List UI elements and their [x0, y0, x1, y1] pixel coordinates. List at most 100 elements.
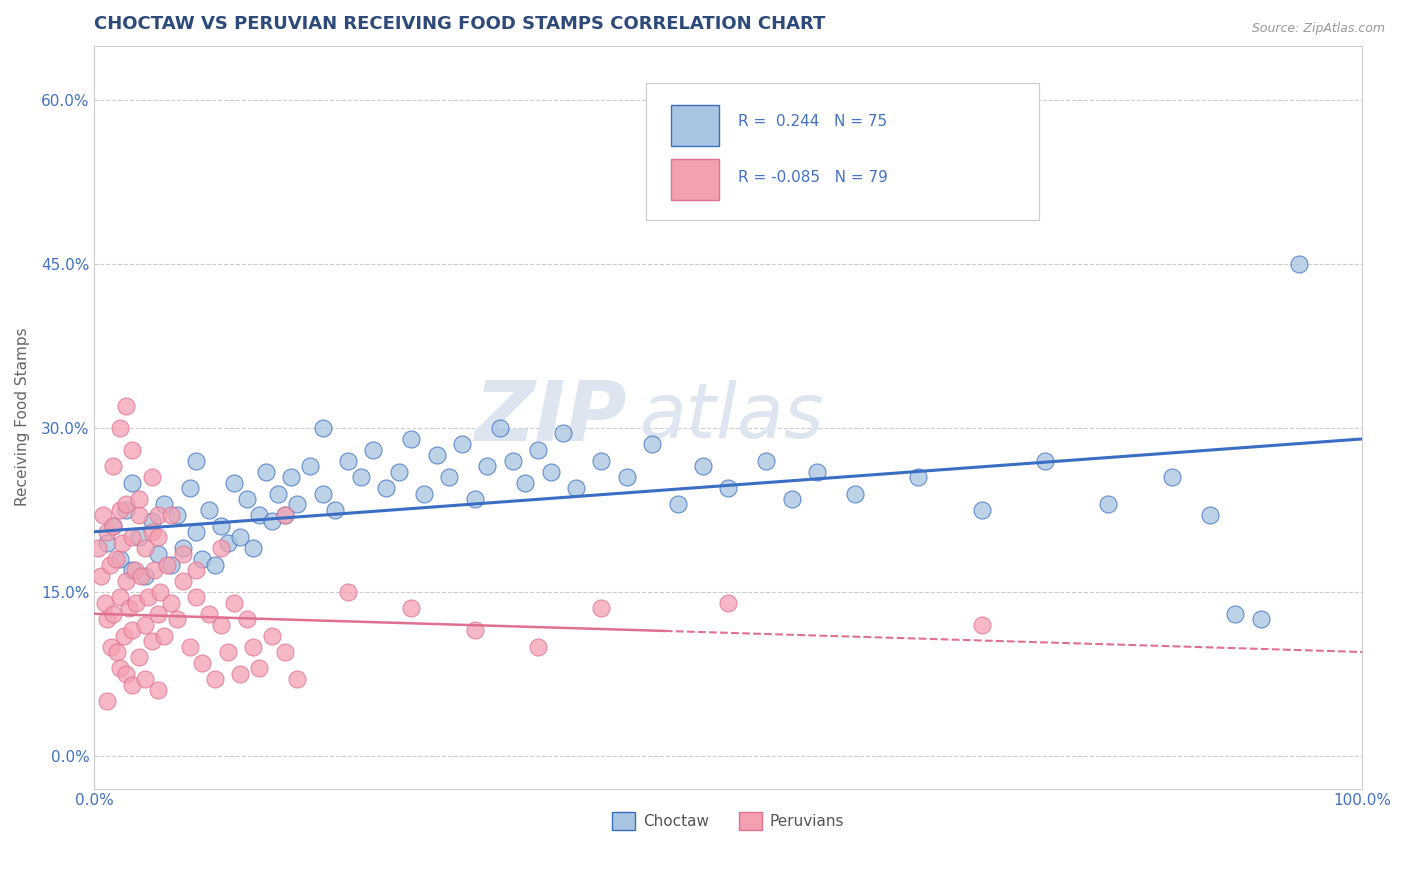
- Point: [222, 596, 245, 610]
- Point: [254, 465, 277, 479]
- Point: [242, 640, 264, 654]
- Point: [247, 661, 270, 675]
- Point: [108, 661, 131, 675]
- Point: [1160, 470, 1182, 484]
- Point: [141, 514, 163, 528]
- Point: [323, 503, 346, 517]
- Point: [100, 640, 122, 654]
- Point: [311, 486, 333, 500]
- Point: [375, 481, 398, 495]
- Point: [413, 486, 436, 500]
- Point: [153, 498, 176, 512]
- Point: [260, 629, 283, 643]
- Point: [311, 421, 333, 435]
- Point: [115, 503, 138, 517]
- Point: [128, 491, 150, 506]
- Point: [717, 481, 740, 495]
- FancyBboxPatch shape: [671, 105, 720, 146]
- Point: [209, 541, 232, 556]
- Point: [96, 524, 118, 539]
- Point: [1250, 612, 1272, 626]
- Point: [388, 465, 411, 479]
- Point: [98, 558, 121, 572]
- Point: [90, 568, 112, 582]
- Point: [149, 585, 172, 599]
- Point: [464, 623, 486, 637]
- Text: CHOCTAW VS PERUVIAN RECEIVING FOOD STAMPS CORRELATION CHART: CHOCTAW VS PERUVIAN RECEIVING FOOD STAMP…: [94, 15, 825, 33]
- Point: [298, 459, 321, 474]
- Point: [666, 498, 689, 512]
- Point: [96, 612, 118, 626]
- Point: [172, 541, 194, 556]
- Point: [141, 524, 163, 539]
- Point: [1288, 257, 1310, 271]
- Point: [235, 491, 257, 506]
- Point: [118, 601, 141, 615]
- Point: [87, 541, 110, 556]
- Point: [128, 650, 150, 665]
- Point: [125, 596, 148, 610]
- Point: [108, 552, 131, 566]
- Point: [350, 470, 373, 484]
- Point: [692, 459, 714, 474]
- Y-axis label: Receiving Food Stamps: Receiving Food Stamps: [15, 327, 30, 507]
- Text: R = -0.085   N = 79: R = -0.085 N = 79: [738, 170, 889, 186]
- Point: [235, 612, 257, 626]
- Text: ZIP: ZIP: [474, 376, 627, 458]
- Point: [146, 508, 169, 523]
- Point: [242, 541, 264, 556]
- Point: [121, 530, 143, 544]
- Point: [273, 508, 295, 523]
- Point: [209, 617, 232, 632]
- Point: [247, 508, 270, 523]
- Point: [93, 596, 115, 610]
- Point: [108, 591, 131, 605]
- Point: [128, 508, 150, 523]
- Point: [616, 470, 638, 484]
- Point: [401, 601, 423, 615]
- Point: [179, 481, 201, 495]
- Point: [115, 399, 138, 413]
- Point: [229, 530, 252, 544]
- Point: [336, 454, 359, 468]
- Point: [191, 656, 214, 670]
- Point: [285, 673, 308, 687]
- Point: [489, 421, 512, 435]
- Point: [970, 503, 993, 517]
- Point: [184, 563, 207, 577]
- Point: [121, 623, 143, 637]
- Point: [222, 475, 245, 490]
- Point: [131, 568, 153, 582]
- Point: [755, 454, 778, 468]
- Point: [184, 524, 207, 539]
- Point: [146, 547, 169, 561]
- Point: [103, 519, 125, 533]
- Point: [197, 607, 219, 621]
- Point: [540, 465, 562, 479]
- Point: [166, 508, 188, 523]
- Point: [136, 591, 159, 605]
- FancyBboxPatch shape: [671, 160, 720, 200]
- Point: [464, 491, 486, 506]
- Point: [134, 568, 156, 582]
- Point: [134, 673, 156, 687]
- Point: [197, 503, 219, 517]
- Point: [1033, 454, 1056, 468]
- Point: [103, 607, 125, 621]
- Point: [103, 519, 125, 533]
- Point: [229, 666, 252, 681]
- Point: [184, 591, 207, 605]
- Point: [1225, 607, 1247, 621]
- Point: [907, 470, 929, 484]
- Point: [115, 498, 138, 512]
- Point: [591, 601, 613, 615]
- Point: [1199, 508, 1222, 523]
- Point: [105, 645, 128, 659]
- Point: [273, 645, 295, 659]
- Point: [141, 634, 163, 648]
- Point: [780, 491, 803, 506]
- Point: [502, 454, 524, 468]
- Point: [103, 459, 125, 474]
- Point: [844, 486, 866, 500]
- Point: [204, 673, 226, 687]
